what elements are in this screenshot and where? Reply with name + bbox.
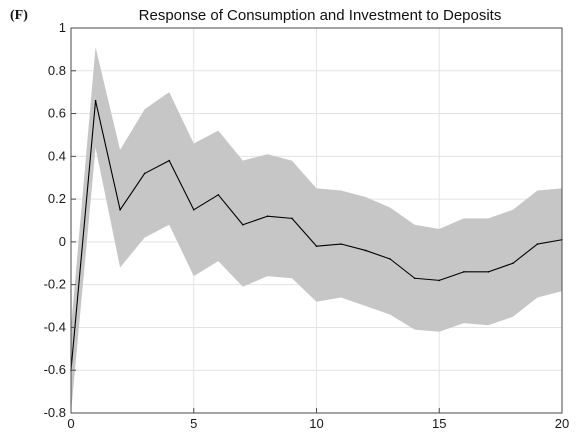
chart-title: Response of Consumption and Investment t… [139, 7, 502, 24]
data-point [487, 271, 490, 273]
data-point [242, 223, 244, 226]
response-line-layer [70, 99, 563, 372]
y-tick-label: 0.6 [48, 106, 66, 121]
y-tick-label: 0.2 [48, 191, 66, 206]
x-tick-label: 10 [309, 416, 323, 431]
data-point [438, 279, 441, 282]
data-point [291, 217, 293, 220]
y-tick-label: -0.6 [44, 362, 66, 377]
y-tick-label: -0.2 [44, 277, 66, 292]
y-tick-label: 1 [59, 20, 66, 35]
confidence-band [71, 47, 562, 413]
x-tick-label: 5 [190, 416, 197, 431]
y-tick-label: -0.4 [44, 319, 66, 334]
data-point [463, 271, 465, 273]
data-point [192, 209, 195, 211]
data-point [315, 245, 318, 247]
data-point [143, 172, 146, 175]
x-tick-label: 20 [555, 416, 569, 431]
data-point [217, 194, 220, 196]
confidence-band-layer [71, 47, 562, 413]
data-point [536, 243, 539, 245]
data-point [119, 209, 121, 211]
data-point [364, 249, 367, 252]
y-tick-label: -0.8 [44, 405, 66, 420]
y-tick-labels: -0.8 -0.6 -0.4 -0.2 0 0.2 0.4 0.6 0.8 1 [44, 20, 66, 420]
y-tick-label: 0.4 [48, 148, 66, 163]
data-point [389, 258, 391, 260]
y-tick-label: 0.8 [48, 63, 66, 78]
data-point [94, 99, 97, 102]
ticks [70, 27, 563, 414]
x-tick-labels: 0 5 10 15 20 [67, 416, 569, 431]
y-tick-label: 0 [59, 234, 66, 249]
panel-label: (F) [10, 8, 28, 23]
data-point [168, 159, 170, 162]
data-point [413, 277, 416, 280]
data-point [340, 243, 342, 245]
x-tick-label: 15 [432, 416, 446, 431]
data-point [266, 215, 269, 218]
x-tick-label: 0 [67, 416, 74, 431]
data-point [512, 262, 514, 265]
